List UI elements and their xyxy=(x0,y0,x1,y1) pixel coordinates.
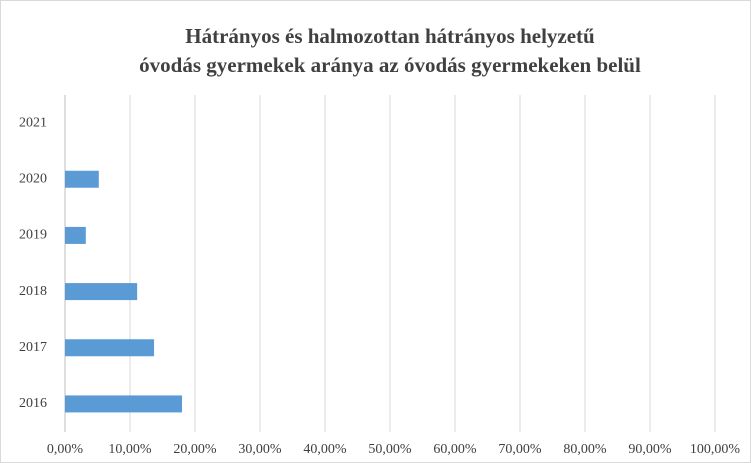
x-tick-label: 80,00% xyxy=(563,442,607,457)
bar xyxy=(65,283,138,301)
x-tick-label: 90,00% xyxy=(628,442,672,457)
y-tick-label: 2018 xyxy=(19,284,47,299)
x-tick-label: 50,00% xyxy=(368,442,412,457)
x-tick-label: 10,00% xyxy=(108,442,152,457)
y-tick-label: 2016 xyxy=(19,396,47,411)
x-tick-label: 0,00% xyxy=(47,442,84,457)
x-tick-label: 60,00% xyxy=(433,442,477,457)
bar xyxy=(65,226,86,244)
y-tick-label: 2017 xyxy=(19,340,47,355)
x-tick-label: 40,00% xyxy=(303,442,347,457)
y-tick-label: 2019 xyxy=(19,228,47,243)
y-tick-label: 2021 xyxy=(19,115,47,130)
bar xyxy=(65,170,99,188)
x-tick-label: 20,00% xyxy=(173,442,217,457)
x-tick-label: 100,00% xyxy=(690,442,741,457)
chart-title: óvodás gyermekek aránya az óvodás gyerme… xyxy=(139,53,641,77)
x-tick-label: 30,00% xyxy=(238,442,282,457)
bar xyxy=(65,395,182,413)
x-tick-label: 70,00% xyxy=(498,442,542,457)
chart-title: Hátrányos és halmozottan hátrányos helyz… xyxy=(185,24,595,48)
bar xyxy=(65,339,155,357)
y-tick-label: 2020 xyxy=(19,171,47,186)
